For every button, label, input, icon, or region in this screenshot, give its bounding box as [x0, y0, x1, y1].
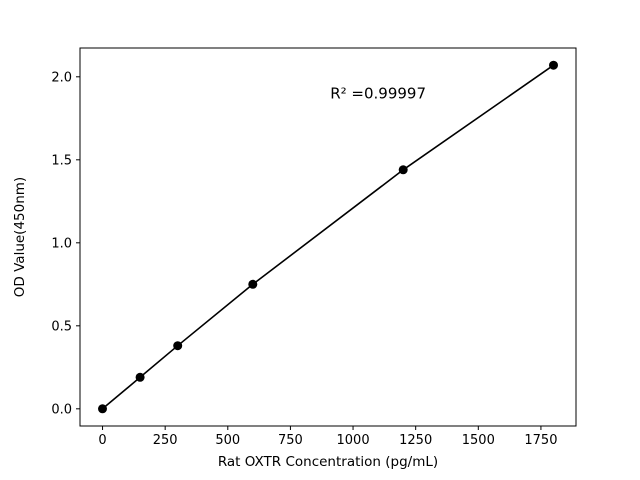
y-tick-label: 0.0	[51, 402, 72, 417]
x-tick-label: 1250	[399, 433, 432, 448]
x-tick-label: 250	[153, 433, 178, 448]
data-point	[173, 341, 183, 351]
data-point	[398, 165, 408, 175]
x-tick-label: 0	[98, 433, 106, 448]
x-tick-label: 1500	[462, 433, 495, 448]
y-tick-label: 1.5	[51, 153, 72, 168]
data-point	[98, 404, 107, 414]
data-line	[101, 64, 555, 410]
y-tick-label: 0.5	[51, 319, 72, 334]
x-tick-label: 1750	[524, 433, 557, 448]
x-tick-label: 1000	[337, 433, 370, 448]
x-axis-label: Rat OXTR Concentration (pg/mL)	[218, 454, 438, 470]
data-point	[248, 279, 258, 289]
y-tick-label: 2.0	[51, 70, 72, 85]
plot-area-border	[79, 47, 577, 427]
x-tick-label: 750	[278, 433, 303, 448]
r-squared-annotation: R² =0.99997	[330, 84, 426, 102]
data-point	[549, 60, 558, 70]
y-axis-label: OD Value(450nm)	[12, 177, 28, 297]
y-tick-label: 1.0	[51, 236, 72, 251]
x-tick-label: 500	[215, 433, 240, 448]
data-point	[135, 372, 145, 382]
